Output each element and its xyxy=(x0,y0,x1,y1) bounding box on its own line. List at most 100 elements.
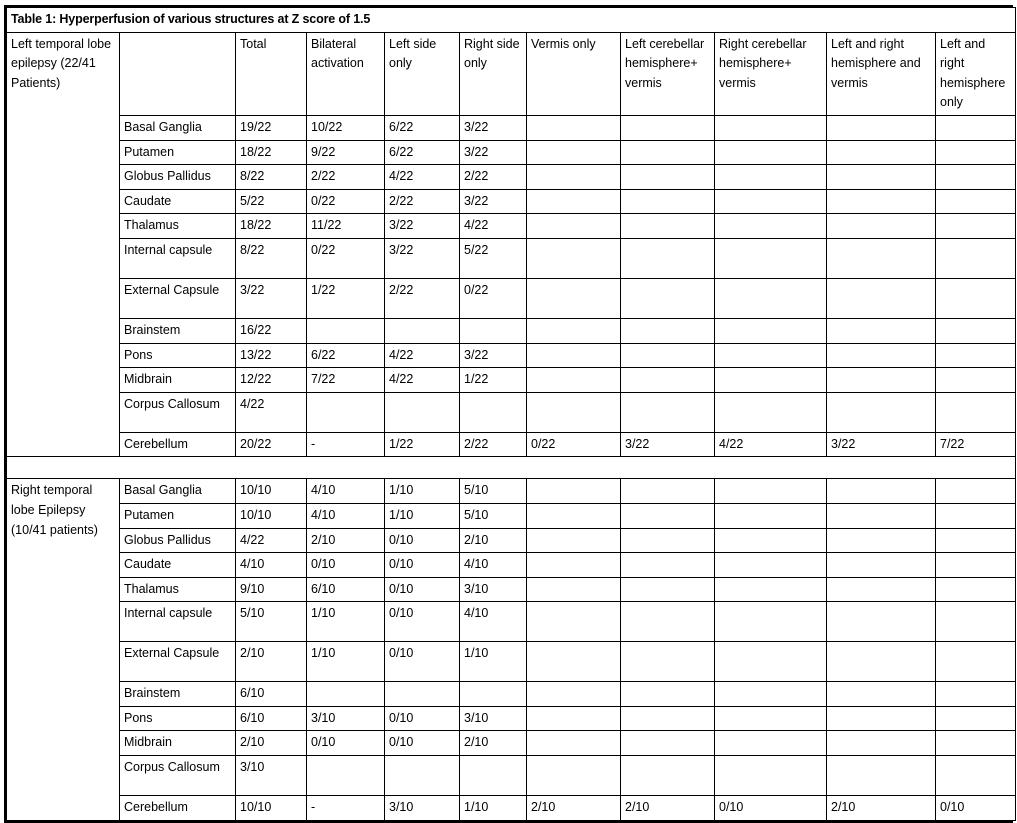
data-cell: 5/22 xyxy=(235,188,307,215)
data-cell: 6/22 xyxy=(384,139,460,166)
row-label: Basal Ganglia xyxy=(119,478,236,504)
data-cell xyxy=(526,527,621,554)
data-cell xyxy=(526,164,621,190)
data-cell: 0/10 xyxy=(384,552,460,578)
data-cell: 2/10 xyxy=(526,795,621,821)
row-label: Thalamus xyxy=(119,576,236,603)
data-cell: 4/22 xyxy=(235,527,307,554)
data-cell: 5/10 xyxy=(459,478,527,504)
data-cell xyxy=(306,391,385,433)
data-cell: 4/22 xyxy=(714,431,827,458)
data-cell: 9/10 xyxy=(235,576,307,603)
data-cell xyxy=(934,552,1017,578)
data-cell xyxy=(306,681,385,707)
data-cell: 4/22 xyxy=(384,164,460,190)
row-label: Midbrain xyxy=(119,367,236,393)
table-row: Basal Ganglia 19/22 10/22 6/22 3/22 xyxy=(7,114,1017,141)
data-cell xyxy=(826,478,936,504)
data-cell: 3/22 xyxy=(235,277,307,319)
data-cell xyxy=(934,527,1017,554)
data-cell xyxy=(826,114,936,141)
data-cell: 2/10 xyxy=(306,527,385,554)
data-cell xyxy=(620,114,715,141)
data-cell: 1/10 xyxy=(306,641,385,683)
data-cell: 2/10 xyxy=(235,641,307,683)
data-cell: 12/22 xyxy=(235,367,307,393)
row-label: Globus Pallidus xyxy=(119,164,236,190)
data-cell xyxy=(526,478,621,504)
row-label: Globus Pallidus xyxy=(119,527,236,554)
data-cell xyxy=(714,730,827,757)
data-cell xyxy=(826,139,936,166)
data-cell xyxy=(620,237,715,279)
row-label: Putamen xyxy=(119,502,236,529)
data-cell xyxy=(934,237,1017,279)
data-cell xyxy=(826,705,936,732)
row-label: Cerebellum xyxy=(119,795,236,821)
data-cell: 3/22 xyxy=(459,114,527,141)
data-cell xyxy=(826,188,936,215)
data-cell xyxy=(384,317,460,344)
data-cell xyxy=(620,277,715,319)
column-header-4: Left side only xyxy=(384,31,460,116)
row-label: Cerebellum xyxy=(119,431,236,458)
data-cell: 1/10 xyxy=(459,795,527,821)
data-cell xyxy=(384,755,460,797)
data-cell xyxy=(620,188,715,215)
data-cell: 6/10 xyxy=(235,705,307,732)
data-cell: 20/22 xyxy=(235,431,307,458)
data-cell xyxy=(526,317,621,344)
data-cell xyxy=(934,576,1017,603)
data-cell: 18/22 xyxy=(235,213,307,239)
data-cell xyxy=(620,139,715,166)
data-cell: 4/22 xyxy=(384,342,460,369)
data-cell xyxy=(826,237,936,279)
data-cell xyxy=(826,367,936,393)
row-label: Internal capsule xyxy=(119,237,236,279)
table-row: Globus Pallidus 4/22 2/10 0/10 2/10 xyxy=(7,527,1017,554)
table-row: Midbrain 12/22 7/22 4/22 1/22 xyxy=(7,367,1017,393)
data-cell: 3/22 xyxy=(384,237,460,279)
data-cell: 2/22 xyxy=(384,277,460,319)
data-cell: 0/22 xyxy=(459,277,527,319)
data-cell xyxy=(826,391,936,433)
data-cell xyxy=(714,478,827,504)
data-cell xyxy=(526,601,621,643)
data-cell: 1/10 xyxy=(306,601,385,643)
table-container: Table 1: Hyperperfusion of various struc… xyxy=(4,5,1017,823)
data-cell xyxy=(714,641,827,683)
data-cell: 5/22 xyxy=(459,237,527,279)
table-row: Caudate 5/22 0/22 2/22 3/22 xyxy=(7,188,1017,215)
data-cell: 4/10 xyxy=(459,601,527,643)
data-cell xyxy=(620,213,715,239)
data-cell xyxy=(620,391,715,433)
row-label: Caudate xyxy=(119,188,236,215)
column-header-3: Bilateral activation xyxy=(306,31,385,116)
section-label-left-temporal: Left temporal lobe epilepsy (22/41 Patie… xyxy=(6,31,120,458)
table-row: Globus Pallidus 8/22 2/22 4/22 2/22 xyxy=(7,164,1017,190)
data-cell xyxy=(526,641,621,683)
data-cell xyxy=(714,277,827,319)
data-cell: 4/22 xyxy=(459,213,527,239)
data-cell: 1/22 xyxy=(306,277,385,319)
data-cell xyxy=(714,164,827,190)
data-cell xyxy=(934,391,1017,433)
data-cell xyxy=(934,502,1017,529)
data-cell xyxy=(526,502,621,529)
data-cell: - xyxy=(306,795,385,821)
data-cell xyxy=(526,391,621,433)
data-cell: 2/22 xyxy=(384,188,460,215)
data-cell: 0/10 xyxy=(306,730,385,757)
data-cell: 6/10 xyxy=(235,681,307,707)
data-cell: 0/22 xyxy=(306,188,385,215)
table-row: Thalamus 9/10 6/10 0/10 3/10 xyxy=(7,576,1017,603)
row-label: External Capsule xyxy=(119,641,236,683)
data-cell xyxy=(934,641,1017,683)
data-cell xyxy=(459,681,527,707)
section-separator xyxy=(5,456,1017,480)
data-cell xyxy=(714,527,827,554)
data-cell xyxy=(714,391,827,433)
data-cell xyxy=(526,681,621,707)
data-cell xyxy=(714,755,827,797)
data-cell: 0/10 xyxy=(384,705,460,732)
